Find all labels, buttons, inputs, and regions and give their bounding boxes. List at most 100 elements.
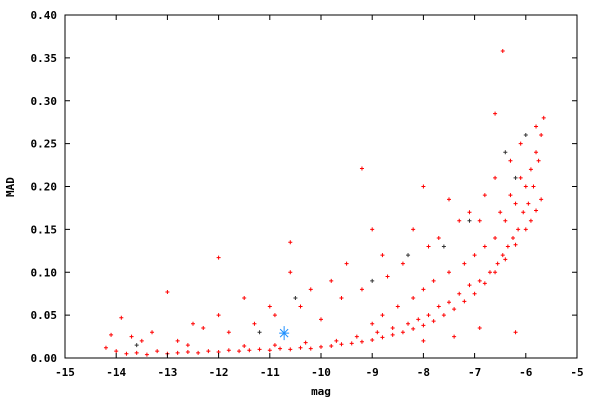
data-point bbox=[257, 347, 262, 352]
x-tick-label: -9 bbox=[366, 366, 379, 379]
data-point bbox=[288, 240, 293, 245]
data-point bbox=[523, 133, 528, 138]
plot-frame bbox=[64, 14, 578, 359]
data-point bbox=[511, 235, 515, 240]
data-point bbox=[482, 281, 487, 286]
y-tick-label: 0.35 bbox=[31, 52, 58, 65]
data-point bbox=[436, 235, 441, 240]
data-point bbox=[400, 261, 405, 266]
data-point bbox=[226, 348, 231, 353]
data-point bbox=[462, 299, 467, 304]
data-point bbox=[339, 295, 344, 300]
data-point bbox=[144, 352, 149, 357]
data-point bbox=[303, 340, 308, 345]
data-point bbox=[196, 350, 201, 355]
data-point bbox=[375, 330, 380, 335]
data-point bbox=[447, 300, 451, 305]
data-point bbox=[441, 313, 446, 318]
data-point bbox=[495, 261, 500, 266]
data-point bbox=[487, 270, 492, 275]
data-point bbox=[508, 158, 513, 163]
data-point bbox=[155, 349, 160, 354]
data-point bbox=[400, 330, 405, 335]
data-point bbox=[431, 278, 436, 283]
data-point bbox=[503, 257, 508, 262]
data-point bbox=[516, 227, 521, 232]
data-point bbox=[370, 337, 375, 342]
data-point bbox=[359, 339, 364, 344]
data-point bbox=[421, 184, 426, 189]
data-point bbox=[513, 175, 518, 180]
data-point bbox=[539, 197, 544, 202]
data-point bbox=[493, 270, 498, 275]
data-point bbox=[288, 347, 293, 352]
data-point bbox=[441, 244, 446, 249]
data-point bbox=[526, 201, 531, 206]
data-point bbox=[354, 334, 359, 339]
data-point bbox=[467, 210, 472, 215]
data-point bbox=[319, 317, 323, 322]
y-tick-label: 0.10 bbox=[31, 266, 58, 279]
data-point bbox=[298, 345, 303, 350]
data-point bbox=[426, 313, 431, 318]
x-axis-ticks: -15 -14 -13 -12 -11 -10 -9 -8 -7 -6 -5 bbox=[55, 15, 584, 379]
x-tick-label: -12 bbox=[209, 366, 229, 379]
data-point bbox=[216, 313, 221, 318]
data-point bbox=[370, 321, 375, 326]
x-tick-label: -7 bbox=[468, 366, 481, 379]
x-axis-label: mag bbox=[311, 385, 331, 398]
data-point bbox=[119, 315, 124, 320]
data-point bbox=[447, 197, 451, 202]
data-point bbox=[531, 184, 536, 189]
data-point bbox=[272, 343, 277, 348]
x-tick-label: -15 bbox=[55, 366, 75, 379]
data-point bbox=[477, 218, 482, 223]
data-point bbox=[257, 330, 262, 335]
data-point bbox=[406, 253, 411, 258]
y-tick-label: 0.20 bbox=[31, 181, 58, 194]
data-point bbox=[421, 323, 426, 328]
x-tick-label: -14 bbox=[106, 366, 126, 379]
data-point bbox=[109, 332, 114, 337]
x-tick-label: -5 bbox=[570, 366, 583, 379]
data-point bbox=[436, 304, 441, 309]
highlight-point bbox=[279, 326, 290, 341]
data-point bbox=[500, 253, 505, 258]
x-tick-label: -11 bbox=[260, 366, 280, 379]
data-point bbox=[523, 227, 528, 232]
data-point bbox=[339, 342, 344, 347]
data-point bbox=[411, 295, 416, 300]
data-point bbox=[201, 325, 206, 330]
data-point bbox=[370, 278, 375, 283]
data-point bbox=[134, 350, 139, 355]
data-point bbox=[426, 244, 431, 249]
data-point bbox=[452, 334, 457, 339]
data-point bbox=[206, 349, 211, 354]
data-point bbox=[503, 150, 508, 155]
data-point bbox=[513, 330, 518, 335]
y-tick-label: 0.40 bbox=[31, 9, 58, 22]
data-point bbox=[500, 49, 505, 54]
data-point bbox=[421, 338, 426, 343]
y-tick-label: 0.15 bbox=[31, 223, 58, 236]
data-point bbox=[185, 349, 190, 354]
data-point bbox=[536, 158, 541, 163]
data-point bbox=[175, 350, 180, 355]
x-tick-label: -6 bbox=[519, 366, 533, 379]
data-point bbox=[359, 166, 364, 171]
data-point bbox=[329, 343, 334, 348]
data-point bbox=[406, 321, 411, 326]
data-point bbox=[349, 341, 354, 346]
data-point bbox=[523, 184, 528, 189]
data-point bbox=[252, 321, 257, 326]
y-tick-label: 0.05 bbox=[31, 309, 58, 322]
data-point bbox=[278, 346, 283, 351]
data-point bbox=[329, 278, 334, 283]
data-point bbox=[267, 348, 272, 353]
data-point bbox=[185, 343, 190, 348]
data-point bbox=[134, 343, 139, 348]
data-point bbox=[477, 325, 482, 330]
data-point bbox=[226, 330, 231, 335]
data-point bbox=[267, 304, 272, 309]
data-point bbox=[493, 111, 498, 116]
